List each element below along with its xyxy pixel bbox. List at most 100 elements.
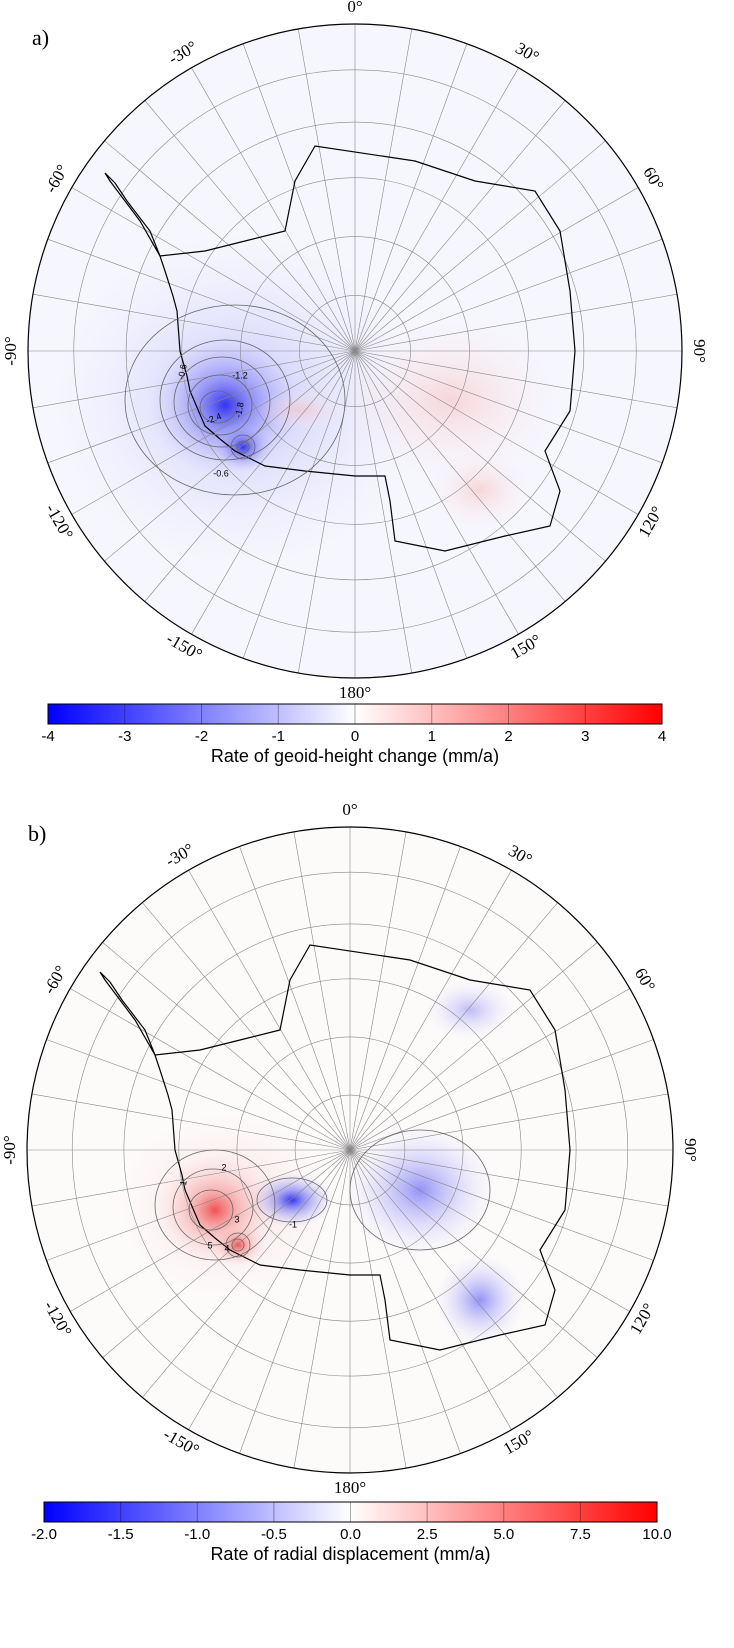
meridian — [142, 902, 351, 1151]
meridian — [349, 1093, 669, 1151]
longitude-label: 0° — [347, 0, 362, 16]
meridian — [354, 350, 639, 515]
colorbar-tick-label: -3 — [118, 728, 131, 745]
meridian — [349, 846, 461, 1151]
longitude-label: -60° — [41, 161, 72, 196]
contour-label: 3 — [234, 1214, 239, 1224]
longitude-label: 30° — [505, 841, 535, 869]
contour-label: 5 — [207, 1240, 212, 1250]
meridian — [239, 846, 351, 1151]
meridian — [47, 350, 356, 464]
longitude-label: 60° — [639, 164, 667, 194]
meridian — [47, 238, 356, 352]
meridian — [349, 1149, 461, 1454]
contour-label: -1 — [289, 1219, 297, 1229]
meridian — [354, 350, 663, 464]
meridian — [349, 902, 558, 1151]
colorbar-tick-label: -1.5 — [108, 1526, 134, 1543]
graticule: 0°30°60°90°120°150°180°-150°-120°-90°-60… — [0, 800, 700, 1497]
contour-label: 1 — [178, 1180, 189, 1187]
meridian — [349, 1149, 558, 1398]
longitude-label: -60° — [39, 962, 70, 997]
meridian — [354, 100, 566, 352]
meridian — [104, 140, 356, 352]
meridian — [354, 67, 519, 352]
meridian — [297, 28, 356, 352]
colorbar-tick-label: 3 — [581, 728, 589, 745]
meridian — [349, 1149, 654, 1261]
meridian — [354, 43, 468, 352]
colorbar-tick-label: -0.5 — [261, 1526, 287, 1543]
contours — [124, 304, 346, 496]
longitude-label: 90° — [681, 1138, 700, 1162]
meridian — [293, 831, 351, 1151]
panel-label: a) — [32, 25, 49, 50]
meridian — [349, 988, 630, 1151]
colorbar-tick-label: 4 — [658, 728, 666, 745]
meridian — [188, 1149, 351, 1430]
colorbar-tick-label: 0 — [351, 728, 359, 745]
meridian — [70, 1149, 351, 1312]
meridian — [144, 350, 356, 602]
meridian — [242, 350, 356, 659]
meridian — [71, 187, 356, 352]
meridian — [354, 238, 663, 352]
meridian — [354, 350, 566, 602]
colorbar-title: Rate of radial displacement (mm/a) — [210, 1544, 490, 1564]
graticule: 0°30°60°90°120°150°180°-150°-120°-90°-60… — [1, 0, 709, 702]
meridian — [349, 1149, 669, 1207]
contour-label: -1.8 — [233, 401, 246, 418]
contours — [154, 1129, 491, 1261]
colorbar — [47, 703, 663, 725]
longitude-label: 0° — [342, 800, 357, 819]
meridian — [349, 1149, 630, 1312]
colorbar-tick-label: -1.0 — [184, 1526, 210, 1543]
panel-a-map — [28, 24, 682, 678]
meridian — [188, 870, 351, 1151]
map-border — [26, 826, 674, 1474]
meridian — [354, 350, 606, 562]
meridian — [354, 350, 413, 674]
panel-label: b) — [28, 821, 46, 846]
longitude-label: -30° — [162, 839, 197, 870]
meridian — [349, 1149, 407, 1469]
longitude-label: -30° — [165, 37, 200, 68]
colorbar-tick-label: -4 — [41, 728, 54, 745]
contour-label: 2 — [221, 1162, 226, 1172]
meridian — [349, 1149, 512, 1430]
colorbar-tick-label: 10.0 — [642, 1526, 671, 1543]
meridian — [239, 1149, 351, 1454]
map-border — [27, 23, 683, 679]
meridian — [31, 1149, 351, 1207]
colorbar-title: Rate of geoid-height change (mm/a) — [211, 746, 499, 766]
longitude-label: -90° — [0, 1135, 19, 1164]
contour-label: 4 — [224, 1243, 229, 1253]
colorbar-tick-label: 2 — [504, 728, 512, 745]
meridian — [354, 187, 639, 352]
colorbar-tick-label: 1 — [428, 728, 436, 745]
colorbar-tick-label: 7.5 — [570, 1526, 591, 1543]
meridian — [297, 350, 356, 674]
longitude-label: 180° — [339, 683, 371, 702]
meridian — [104, 350, 356, 562]
contour-label: -1.2 — [232, 370, 248, 380]
longitude-label: 180° — [334, 1478, 366, 1497]
longitude-label: 30° — [512, 38, 542, 66]
meridian — [46, 1149, 351, 1261]
contour-label: -0.6 — [213, 468, 229, 478]
meridian — [354, 293, 678, 352]
colorbar-tick-label: 2.5 — [417, 1526, 438, 1543]
meridian — [354, 140, 606, 352]
colorbar — [43, 1501, 658, 1523]
meridian — [142, 1149, 351, 1398]
meridian — [349, 831, 407, 1151]
meridian — [31, 1093, 351, 1151]
meridian — [293, 1149, 351, 1469]
meridian — [70, 988, 351, 1151]
meridian — [102, 942, 351, 1151]
contour-label: -0.6 — [176, 363, 189, 380]
meridian — [354, 350, 519, 635]
meridian — [144, 100, 356, 352]
colorbar-tick-label: 0.0 — [340, 1526, 361, 1543]
